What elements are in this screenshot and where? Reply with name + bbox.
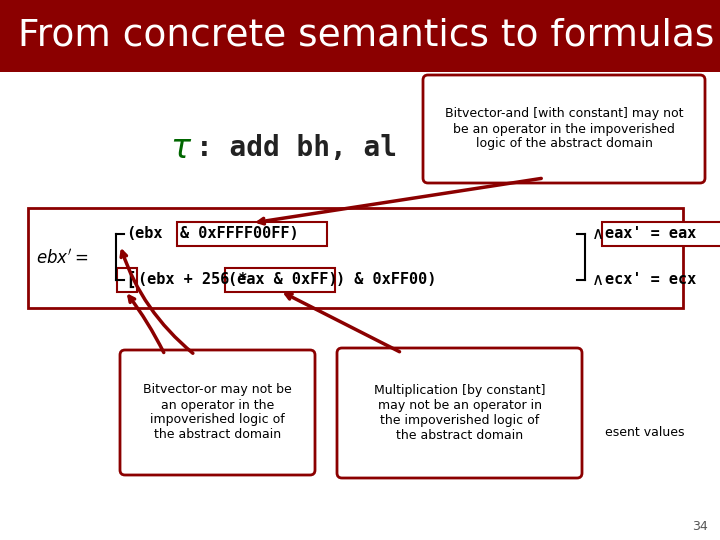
- FancyBboxPatch shape: [0, 0, 720, 72]
- FancyBboxPatch shape: [423, 75, 705, 183]
- FancyBboxPatch shape: [225, 268, 335, 292]
- FancyBboxPatch shape: [120, 350, 315, 475]
- FancyBboxPatch shape: [337, 348, 582, 478]
- Text: (ebx + 256 *: (ebx + 256 *: [138, 273, 248, 287]
- Text: (ebx: (ebx: [126, 226, 163, 241]
- Text: ecx' = ecx: ecx' = ecx: [605, 273, 696, 287]
- Text: $\wedge$: $\wedge$: [591, 225, 603, 243]
- Text: Multiplication [by constant]
may not be an operator in
the impoverished logic of: Multiplication [by constant] may not be …: [374, 384, 545, 442]
- FancyBboxPatch shape: [602, 222, 720, 246]
- Text: eax' = eax: eax' = eax: [605, 226, 696, 241]
- Text: From concrete semantics to formulas: From concrete semantics to formulas: [18, 18, 714, 54]
- Text: $ebx' =$: $ebx' =$: [36, 248, 89, 267]
- Text: : add bh, al: : add bh, al: [196, 134, 397, 162]
- Text: $\tau$: $\tau$: [170, 132, 192, 165]
- Text: $\wedge$: $\wedge$: [591, 271, 603, 289]
- Text: [: [: [125, 271, 136, 289]
- Text: (eax & 0xFF): (eax & 0xFF): [228, 273, 338, 287]
- Text: ) & 0xFF00): ) & 0xFF00): [336, 273, 436, 287]
- Text: Bitvector-or may not be
an operator in the
impoverished logic of
the abstract do: Bitvector-or may not be an operator in t…: [143, 383, 292, 442]
- Text: 34: 34: [692, 519, 708, 532]
- Text: esent values: esent values: [605, 427, 685, 440]
- Text: Bitvector-and [with constant] may not
be an operator in the impoverished
logic o: Bitvector-and [with constant] may not be…: [445, 107, 683, 151]
- FancyBboxPatch shape: [117, 268, 137, 292]
- FancyBboxPatch shape: [177, 222, 327, 246]
- Text: & 0xFFFF00FF): & 0xFFFF00FF): [180, 226, 299, 241]
- FancyBboxPatch shape: [28, 208, 683, 308]
